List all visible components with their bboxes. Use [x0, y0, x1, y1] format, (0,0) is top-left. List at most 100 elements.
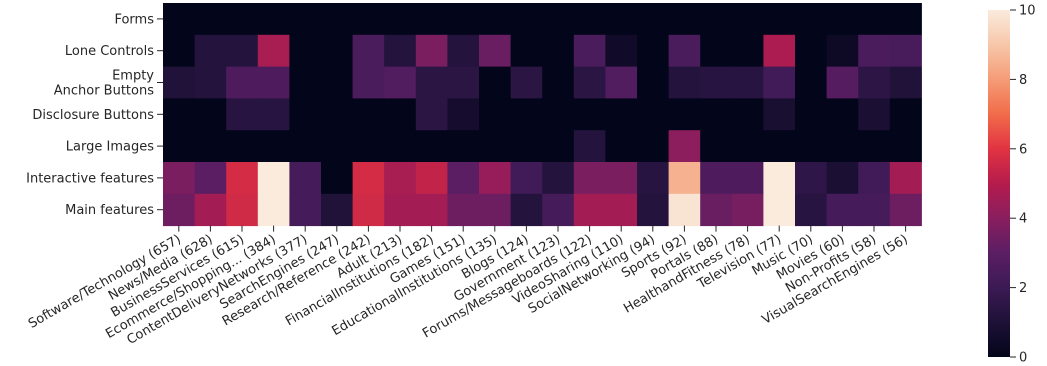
heatmap-cell [226, 130, 259, 163]
heatmap-cell [542, 34, 575, 68]
heatmap-cell [605, 162, 638, 195]
heatmap-cell [858, 193, 891, 227]
heatmap-cell [415, 130, 448, 163]
heatmap-cell [573, 98, 606, 131]
heatmap-cell [257, 3, 290, 36]
heatmap-cell [289, 193, 322, 227]
heatmap-cell [573, 193, 606, 227]
heatmap-cell [447, 193, 480, 227]
heatmap-cell [795, 162, 828, 195]
heatmap-cell [479, 98, 512, 131]
heatmap-cell [605, 34, 638, 68]
heatmap-cell [415, 98, 448, 131]
heatmap-cell [668, 3, 701, 36]
heatmap-cell [447, 3, 480, 36]
heatmap-cell [542, 193, 575, 227]
heatmap-cell [637, 34, 670, 68]
heatmap-cell [257, 98, 290, 131]
heatmap-cell [573, 66, 606, 99]
heatmap-cell [289, 66, 322, 99]
column-labels: Software/Technology (657)News/Media (628… [26, 225, 911, 348]
heatmap-cell [321, 98, 354, 131]
heatmap-cell [479, 34, 512, 68]
colorbar-tick-label: 2 [1019, 281, 1027, 296]
heatmap-cell [226, 193, 259, 227]
heatmap-cell [731, 98, 764, 131]
colorbar-tick-label: 8 [1019, 73, 1027, 88]
heatmap-cell [605, 3, 638, 36]
heatmap-cell [352, 66, 385, 99]
heatmap-cell [289, 130, 322, 163]
heatmap-cell [637, 98, 670, 131]
heatmap-cell [795, 3, 828, 36]
heatmap-cell [447, 98, 480, 131]
heatmap-cell [194, 34, 227, 68]
heatmap-cell [763, 130, 796, 163]
heatmap-cell [731, 66, 764, 99]
heatmap-cell [194, 66, 227, 99]
heatmap-cell [858, 34, 891, 68]
heatmap-cell [826, 3, 859, 36]
row-label: Empty Anchor Buttons [54, 69, 155, 99]
heatmap-cell [289, 3, 322, 36]
heatmap-cell [542, 3, 575, 36]
heatmap-cell [257, 130, 290, 163]
heatmap-cell [415, 162, 448, 195]
heatmap-cell [763, 193, 796, 227]
heatmap-cell [889, 98, 922, 131]
heatmap-cell [889, 34, 922, 68]
heatmap-cell [573, 34, 606, 68]
row-label: Interactive features [26, 171, 154, 186]
colorbar-gradient [988, 10, 1010, 357]
heatmap-cell [731, 3, 764, 36]
heatmap-cell [637, 162, 670, 195]
heatmap-cell [163, 130, 196, 163]
heatmap-cell [637, 3, 670, 36]
heatmap-cell [163, 162, 196, 195]
heatmap-cell [384, 193, 417, 227]
heatmap-cell [668, 193, 701, 227]
heatmap-cell [826, 193, 859, 227]
heatmap-cell [668, 130, 701, 163]
heatmap-cell [700, 193, 733, 227]
heatmap-cell [510, 34, 543, 68]
row-label: Disclosure Buttons [32, 108, 154, 123]
heatmap-cell [479, 193, 512, 227]
heatmap-cell [447, 34, 480, 68]
heatmap-cell [352, 3, 385, 36]
heatmap-cell [573, 3, 606, 36]
heatmap-cell [384, 66, 417, 99]
heatmap-cell [605, 193, 638, 227]
heatmap-cell [447, 66, 480, 99]
heatmap-cell [731, 130, 764, 163]
heatmap-cell [605, 130, 638, 163]
heatmap-cell [542, 162, 575, 195]
heatmap-cell [731, 162, 764, 195]
heatmap-cell [415, 193, 448, 227]
heatmap-cell [415, 3, 448, 36]
row-label: Main features [65, 203, 154, 218]
heatmap-cell [257, 162, 290, 195]
heatmap-cell [731, 193, 764, 227]
heatmap-cell [795, 34, 828, 68]
heatmap-cell [795, 98, 828, 131]
heatmap-cell [700, 162, 733, 195]
heatmap-cell [163, 3, 196, 36]
heatmap-cell [763, 162, 796, 195]
heatmap-cell [352, 130, 385, 163]
heatmap-cell [194, 193, 227, 227]
heatmap-cell [700, 98, 733, 131]
heatmap-cell [384, 34, 417, 68]
heatmap-cell [352, 98, 385, 131]
heatmap-cell [321, 130, 354, 163]
heatmap-cell [542, 130, 575, 163]
heatmap-cell [889, 162, 922, 195]
heatmap-cell [542, 98, 575, 131]
heatmap-cell [795, 130, 828, 163]
heatmap-cell [257, 66, 290, 99]
heatmap-cell [163, 66, 196, 99]
heatmap-cell [510, 193, 543, 227]
heatmap-cell [289, 98, 322, 131]
heatmap-cell [226, 3, 259, 36]
